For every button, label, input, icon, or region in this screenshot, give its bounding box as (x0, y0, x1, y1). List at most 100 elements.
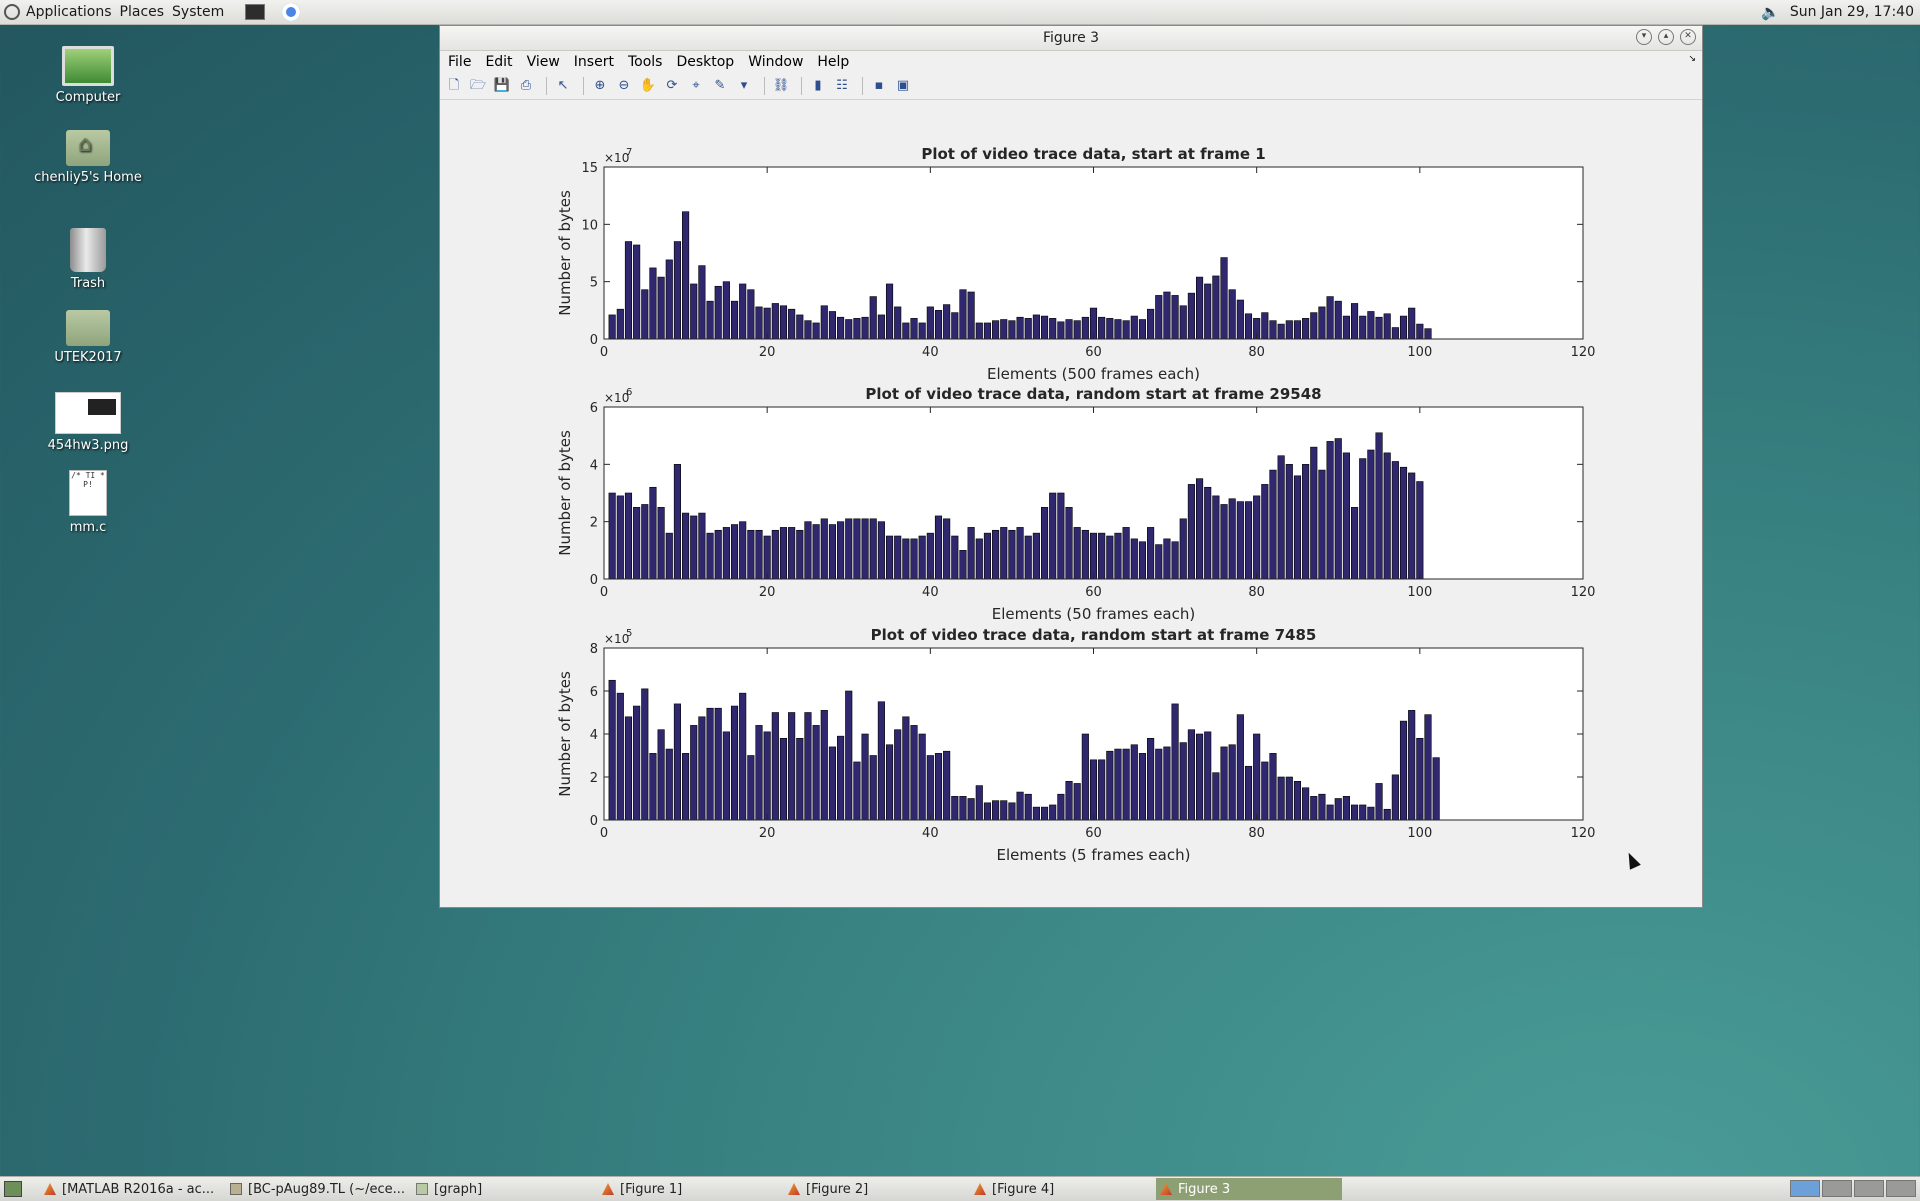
insert-legend-icon[interactable]: ☷ (836, 78, 848, 93)
link-plot-icon[interactable]: ⛓ (772, 78, 790, 93)
y-tick-label: 6 (590, 401, 598, 416)
bar (706, 532, 714, 580)
save-icon[interactable]: 💾 (493, 78, 511, 93)
volume-icon[interactable]: 🔈 (1761, 3, 1780, 21)
menu-window[interactable]: Window (748, 54, 804, 70)
show-desktop-icon[interactable] (4, 1181, 22, 1197)
insert-colorbar-icon[interactable]: ▮ (814, 78, 822, 93)
bar (983, 802, 992, 821)
task-label: [Figure 2] (806, 1181, 869, 1197)
y-exponent-label: ×10 (604, 151, 629, 165)
rotate-3d-icon[interactable]: ⟳ (666, 78, 678, 93)
bar (1089, 532, 1098, 580)
bar (804, 712, 812, 821)
bar (1114, 748, 1122, 821)
task-graph-folder[interactable]: [graph] (412, 1178, 598, 1200)
workspace-4[interactable] (1886, 1180, 1916, 1197)
workspace-1[interactable] (1790, 1180, 1820, 1197)
menu-view[interactable]: View (526, 54, 560, 70)
bar (910, 538, 918, 580)
workspace-3[interactable] (1854, 1180, 1884, 1197)
data-cursor-icon[interactable]: ⌖ (692, 78, 700, 93)
bar (673, 464, 681, 580)
menu-desktop[interactable]: Desktop (676, 54, 735, 70)
terminal-launcher[interactable] (242, 2, 268, 22)
clock[interactable]: Sun Jan 29, 17:40 (1789, 4, 1914, 20)
bar (1367, 311, 1375, 340)
desktop-icon-utek2017[interactable]: UTEK2017 (33, 310, 143, 365)
bar (1277, 323, 1285, 340)
menu-system[interactable]: System (172, 4, 225, 20)
hide-plot-tools-icon[interactable]: ▪ (874, 78, 884, 93)
close-button[interactable]: ✕ (1680, 29, 1696, 45)
bar (1326, 296, 1334, 340)
desktop-icon-computer[interactable]: Computer (33, 46, 143, 105)
zoom-out-icon[interactable]: ⊖ (618, 78, 630, 93)
task-figure-1[interactable]: [Figure 1] (598, 1178, 784, 1200)
menu-applications[interactable]: Applications (26, 4, 112, 20)
bar (1155, 295, 1163, 340)
menu-file[interactable]: File (448, 54, 472, 70)
edit-plot-arrow-icon[interactable]: ↖ (557, 78, 569, 93)
pan-hand-icon[interactable]: ✋ (639, 78, 657, 93)
bar (877, 314, 885, 340)
menu-edit[interactable]: Edit (485, 54, 513, 70)
menu-insert[interactable]: Insert (573, 54, 614, 70)
bar (1065, 780, 1073, 821)
menu-places[interactable]: Places (119, 4, 165, 20)
show-plot-tools-icon[interactable]: ▣ (896, 78, 910, 93)
new-figure-icon[interactable]: 🗋 (448, 78, 460, 93)
bar (804, 320, 812, 340)
desktop-icon-trash[interactable]: Trash (33, 228, 143, 291)
task-label: [Figure 1] (620, 1181, 683, 1197)
y-axis-label: Number of bytes (556, 430, 574, 556)
bar (608, 492, 616, 580)
bar (943, 750, 951, 821)
desktop-icon-mm-c[interactable]: /* TI * P! mm.c (33, 470, 143, 535)
x-tick-label: 120 (1571, 826, 1596, 841)
desktop-icon-home[interactable]: chenliy5's Home (33, 130, 143, 185)
y-exponent-label: ×10 (604, 632, 629, 646)
bar (1261, 484, 1269, 580)
bar (975, 538, 983, 580)
task-figure-3[interactable]: Figure 3 (1156, 1178, 1342, 1200)
menu-help[interactable]: Help (817, 54, 850, 70)
chrome-launcher[interactable] (278, 2, 304, 22)
task-editor[interactable]: [BC-pAug89.TL (~/ece... (226, 1178, 412, 1200)
maximize-button[interactable]: ▴ (1658, 29, 1674, 45)
figure-window: Figure 3 ▾ ▴ ✕ File Edit View Insert Too… (439, 25, 1703, 908)
bar (1416, 481, 1424, 580)
task-figure-2[interactable]: [Figure 2] (784, 1178, 970, 1200)
brush-dropdown-icon[interactable]: ▾ (740, 78, 748, 93)
bar (1008, 802, 1016, 821)
dock-figure-icon[interactable]: ↘ (1688, 54, 1696, 64)
bar (624, 716, 633, 821)
window-titlebar[interactable]: Figure 3 ▾ ▴ ✕ (440, 26, 1702, 51)
desktop-icon-454hw3[interactable]: 454hw3.png (33, 392, 143, 453)
zoom-in-icon[interactable]: ⊕ (594, 78, 606, 93)
bar (1375, 432, 1383, 580)
bar (1269, 753, 1277, 821)
bar (1122, 527, 1130, 580)
task-figure-4[interactable]: [Figure 4] (970, 1178, 1156, 1200)
print-icon[interactable]: ⎙ (520, 78, 532, 93)
toolbar-separator (583, 77, 584, 95)
y-exponent-power: 7 (626, 147, 632, 158)
bar (812, 524, 820, 580)
brush-icon[interactable]: ✎ (714, 78, 726, 93)
bar (1106, 318, 1114, 340)
bar (657, 276, 665, 340)
toolbar-separator (764, 77, 765, 95)
minimize-button[interactable]: ▾ (1636, 29, 1652, 45)
task-matlab[interactable]: [MATLAB R2016a - ac... (40, 1178, 226, 1200)
bar (853, 761, 861, 821)
open-file-icon[interactable]: 🗁 (469, 78, 487, 93)
bar (918, 322, 926, 340)
menu-tools[interactable]: Tools (627, 54, 663, 70)
bar (1106, 535, 1114, 580)
distro-logo-icon[interactable] (4, 4, 20, 20)
workspace-2[interactable] (1822, 1180, 1852, 1197)
bar (730, 705, 739, 821)
bar (1073, 783, 1081, 821)
bar (1163, 746, 1171, 821)
